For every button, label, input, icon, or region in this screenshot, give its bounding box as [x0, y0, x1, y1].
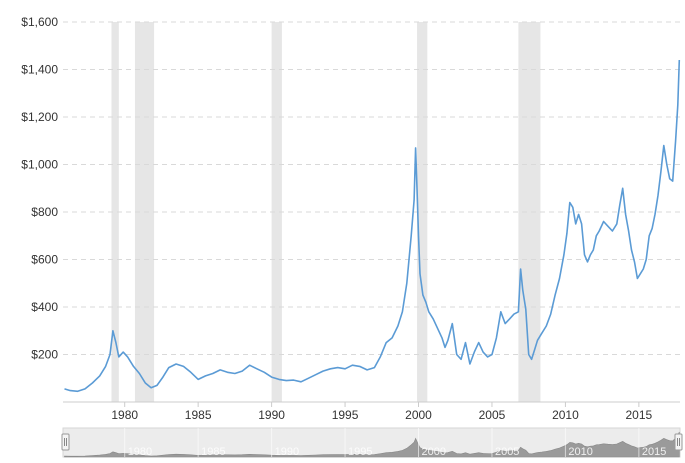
y-tick-label: $1,200 [21, 110, 58, 124]
navigator-area [64, 431, 680, 458]
navigator-tick-label: 1990 [275, 446, 299, 458]
x-tick-label: 1985 [185, 408, 212, 422]
y-tick-label: $400 [31, 300, 58, 314]
recession-band-0 [111, 22, 119, 402]
price-series-line [64, 59, 681, 393]
recession-band-3 [417, 22, 428, 402]
x-tick-label: 2005 [479, 408, 506, 422]
x-tick-label: 1990 [258, 408, 285, 422]
y-tick-label: $800 [31, 205, 58, 219]
handle-body [61, 433, 70, 451]
time-navigator[interactable]: 1980 1985 1990 1995 2000 2005 2010 2015 [61, 427, 683, 458]
navigator-tick-label: 2000 [422, 446, 446, 458]
y-tick-label: $1,000 [21, 158, 58, 172]
x-axis: 1980 1985 1990 1995 2000 2005 2010 2015 [63, 401, 680, 422]
navigator-tick-label: 2015 [642, 446, 666, 458]
y-axis: $200 $400 $600 $800 $1,000 $1,200 $1,400 $1,600 [21, 15, 58, 362]
navigator-tick-label: 1980 [128, 446, 152, 458]
y-tick-label: $600 [31, 253, 58, 267]
navigator-tick-label: 2010 [568, 446, 592, 458]
y-tick-label: $1,400 [21, 63, 58, 77]
navigator-tick-label: 1995 [348, 446, 372, 458]
x-tick-label: 2015 [626, 408, 653, 422]
navigator-tick-label: 1985 [201, 446, 225, 458]
x-tick-label: 2010 [552, 408, 579, 422]
y-tick-label: $200 [31, 348, 58, 362]
navigator-right-handle[interactable] [674, 433, 683, 451]
y-tick-label: $1,600 [21, 15, 58, 29]
x-tick-label: 1995 [332, 408, 359, 422]
x-tick-label: 1980 [111, 408, 138, 422]
x-tick-label: 2000 [405, 408, 432, 422]
navigator-left-handle[interactable] [61, 433, 70, 451]
series-group [64, 59, 681, 393]
grid-lines [63, 21, 680, 355]
recession-band-4 [518, 22, 541, 402]
recession-band-2 [271, 22, 282, 402]
handle-body [674, 433, 683, 451]
navigator-tick-label: 2005 [495, 446, 519, 458]
